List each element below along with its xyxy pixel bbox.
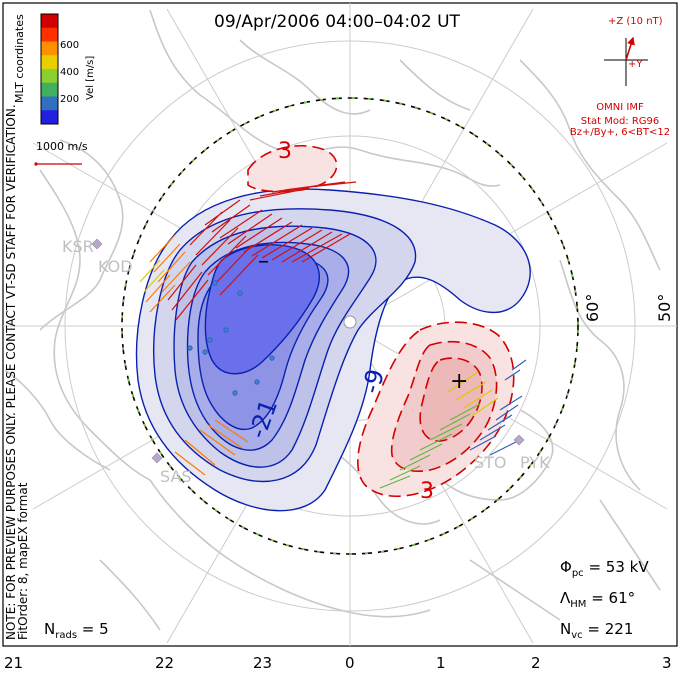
- map-title: 09/Apr/2006 04:00–04:02 UT: [214, 12, 460, 32]
- colorbar-tick-600: 600: [60, 40, 79, 51]
- colorbar-segment: [41, 110, 58, 125]
- imf-z-label: +Z (10 nT): [608, 16, 663, 27]
- imf-clock: [604, 36, 648, 86]
- colorbar-tick-200: 200: [60, 94, 79, 105]
- mlt-axis: 21 22 23 0 1 2 3: [4, 654, 672, 672]
- station-ksr: KSR: [62, 237, 94, 256]
- potential-min-marker: –: [258, 249, 269, 274]
- colorbar-label: Vel [m/s]: [85, 56, 96, 100]
- colorbar-segment: [41, 82, 58, 97]
- preview-note: NOTE: FOR PREVIEW PURPOSES ONLY. PLEASE …: [4, 104, 18, 640]
- imf-condition: Bz+/By+, 6<BT<12: [570, 127, 670, 138]
- station-sto: STO: [474, 453, 507, 472]
- imf-model: Stat Mod: RG96: [581, 116, 660, 127]
- colorbar-segment: [41, 14, 58, 29]
- lat-label-50: 50°: [655, 294, 674, 322]
- mlt-tick-0: 0: [345, 654, 355, 672]
- colorbar-segment: [41, 69, 58, 84]
- potential-max-marker: +: [450, 369, 468, 394]
- positive-cell: [357, 321, 515, 498]
- mlt-tick-22: 22: [155, 654, 174, 672]
- mlt-tick-1: 1: [436, 654, 446, 672]
- stat-n-rads: Nrads = 5: [44, 620, 109, 641]
- colorbar-segment: [41, 96, 58, 111]
- velocity-vectors: [139, 181, 527, 489]
- colorbar-segment: [41, 55, 58, 70]
- pole-marker: [343, 315, 357, 329]
- imf-source: OMNI IMF: [596, 102, 644, 113]
- coord-label: MLT coordinates: [13, 14, 26, 103]
- colorbar-border: [40, 13, 59, 125]
- contour-label-pos3: 3: [420, 479, 434, 504]
- imf-y-label: +Y: [628, 59, 643, 70]
- mlt-tick-23: 23: [253, 654, 272, 672]
- mlt-tick-21: 21: [4, 654, 23, 672]
- station-pyk: PYK: [520, 453, 550, 472]
- colorbar-tick-400: 400: [60, 67, 79, 78]
- scale-vector-label: 1000 m/s: [36, 140, 88, 153]
- mlt-tick-2: 2: [531, 654, 541, 672]
- contour-label-neg3: 3: [278, 139, 292, 164]
- velocity-colorbar: [40, 13, 59, 125]
- station-kod: KOD: [98, 257, 133, 276]
- negative-cell: [135, 188, 531, 512]
- colorbar-segment: [41, 27, 58, 42]
- mlt-tick-3: 3: [662, 654, 672, 672]
- fit-order-note: FitOrder: 8, mapEX format: [16, 482, 30, 640]
- colorbar-segment: [41, 41, 58, 56]
- radar-stations: [91, 238, 525, 464]
- station-sas: SAS: [160, 467, 192, 486]
- lat-label-60: 60°: [583, 294, 602, 322]
- stat-n-vc: Nvc = 221: [560, 620, 633, 641]
